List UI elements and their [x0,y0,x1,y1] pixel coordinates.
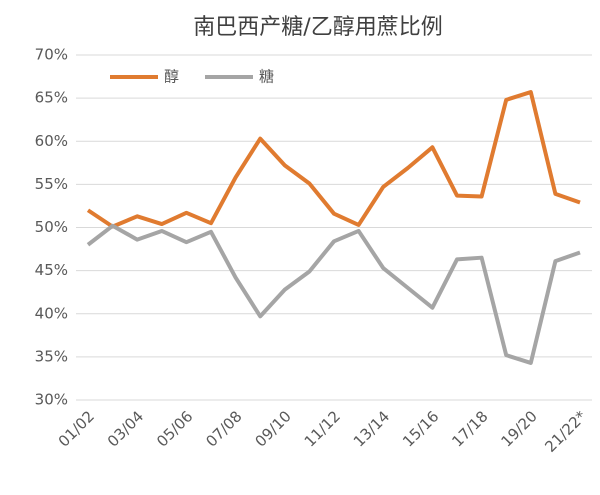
x-tick-label: 17/18 [448,407,491,450]
y-tick-label: 40% [35,304,68,322]
chart-title: 南巴西产糖/乙醇用蔗比例 [193,15,442,40]
x-tick-label: 19/20 [498,407,541,450]
legend-label: 糖 [259,68,274,86]
x-tick-label: 11/12 [301,407,344,450]
x-tick-label: 07/08 [202,407,245,450]
x-tick-label: 03/04 [104,407,147,450]
y-tick-label: 55% [35,175,68,193]
x-tick-label: 05/06 [153,407,196,450]
x-tick-label: 21/22* [541,407,590,456]
x-tick-label: 13/14 [350,407,393,450]
x-tick-label: 09/10 [252,407,295,450]
data-line [86,90,581,229]
data-line [86,223,581,365]
y-tick-label: 70% [35,46,68,64]
y-tick-label: 50% [35,218,68,236]
legend-label: 醇 [164,68,179,86]
y-tick-label: 65% [35,89,68,107]
x-tick-label: 01/02 [55,407,98,450]
y-tick-label: 45% [35,261,68,279]
y-tick-label: 30% [35,391,68,409]
y-tick-label: 60% [35,132,68,150]
y-tick-label: 35% [35,347,68,365]
x-tick-label: 15/16 [399,407,442,450]
